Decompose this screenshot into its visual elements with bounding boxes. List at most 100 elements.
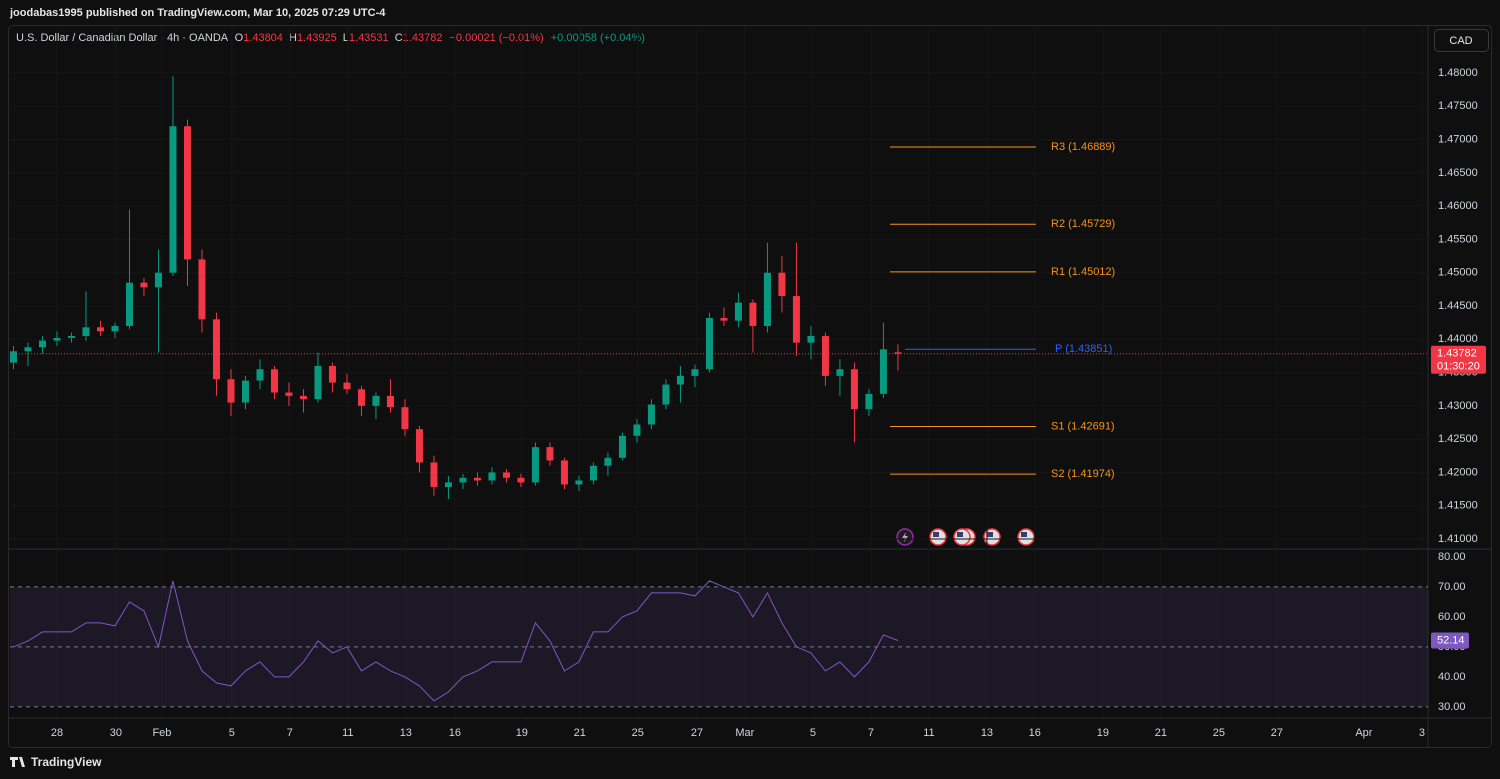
candle-body — [647, 404, 655, 425]
candle-body — [734, 302, 742, 321]
pivot-label: R3 (1.46889) — [1051, 141, 1115, 153]
candle-body — [720, 317, 728, 321]
x-tick-label: Feb — [152, 727, 171, 739]
x-tick-label: 25 — [1213, 727, 1225, 739]
candle-body — [879, 349, 887, 394]
candle-body — [778, 272, 786, 297]
rsi-tag — [1431, 632, 1469, 649]
price-tag — [1431, 345, 1486, 374]
candle-body — [82, 327, 90, 336]
event-glyph — [987, 532, 993, 537]
candle-body — [212, 319, 220, 380]
candle-body — [38, 340, 46, 348]
candle-body — [183, 126, 191, 260]
candle-body — [763, 272, 771, 326]
candle-body — [473, 477, 481, 481]
candle-body — [111, 325, 119, 332]
ohlc-key: H — [289, 32, 297, 44]
x-tick-label: 13 — [400, 727, 412, 739]
currency-button[interactable] — [1434, 29, 1489, 52]
candle-body — [444, 482, 452, 488]
candle-body — [314, 365, 322, 400]
y-tick-label: 1.41000 — [1438, 533, 1478, 545]
y-tick-label: 1.47000 — [1438, 133, 1478, 145]
candle-body — [386, 395, 394, 408]
pivot-label: R1 (1.45012) — [1051, 266, 1115, 278]
publisher: joodabas1995 published on TradingView.co… — [9, 7, 386, 19]
rsi-tag-label: 52.14 — [1437, 634, 1465, 646]
candle-body — [96, 327, 104, 332]
x-tick-label: 3 — [1419, 727, 1425, 739]
rsi-band — [10, 586, 1428, 707]
price-tag-label: 1.43782 — [1437, 348, 1477, 360]
candle-body — [285, 392, 293, 396]
y-tick-label: 1.44500 — [1438, 300, 1478, 312]
candle-body — [517, 477, 525, 483]
x-tick-label: 19 — [516, 727, 528, 739]
candle-body — [807, 335, 815, 343]
candle-body — [488, 472, 496, 481]
candle-body — [227, 379, 235, 403]
y-tick-label: 1.44000 — [1438, 333, 1478, 345]
y-tick-label: 1.47500 — [1438, 100, 1478, 112]
ohlc-value: 1.43782 — [403, 32, 443, 44]
candle-body — [140, 282, 148, 288]
change: −0.00021 (−0.01%) — [450, 32, 544, 44]
candle-body — [67, 335, 75, 338]
candle-body — [865, 393, 873, 410]
y-tick-label: 70.00 — [1438, 581, 1466, 593]
rsi-line — [13, 580, 899, 702]
y-tick-label: 30.00 — [1438, 701, 1466, 713]
candle-body — [575, 480, 583, 485]
candle-body — [169, 126, 177, 273]
event-glyph — [1021, 532, 1027, 537]
ohlc-value: 1.43925 — [297, 32, 337, 44]
ohlc-key: C — [395, 32, 403, 44]
candle-body — [9, 351, 17, 363]
x-tick-label: 7 — [287, 727, 293, 739]
candle-body — [53, 337, 61, 341]
y-tick-label: 1.41500 — [1438, 500, 1478, 512]
x-tick-label: 21 — [1155, 727, 1167, 739]
x-tick-label: 7 — [868, 727, 874, 739]
candle-body — [154, 272, 162, 288]
x-tick-label: 5 — [810, 727, 816, 739]
y-tick-label: 40.00 — [1438, 671, 1466, 683]
candle-body — [198, 259, 206, 320]
x-tick-label: 19 — [1097, 727, 1109, 739]
candle-body — [357, 389, 365, 406]
x-tick-label: Mar — [735, 727, 754, 739]
candle-body — [705, 317, 713, 370]
ohlc-value: 1.43804 — [243, 32, 283, 44]
candle-body — [691, 369, 699, 376]
candle-body — [328, 365, 336, 383]
event-glyph — [957, 532, 963, 537]
x-tick-label: 5 — [229, 727, 235, 739]
candle-body — [749, 302, 757, 326]
candle-body — [850, 369, 858, 410]
candle-body — [241, 380, 249, 403]
x-tick-label: 27 — [691, 727, 703, 739]
y-tick-label: 1.45000 — [1438, 267, 1478, 279]
x-tick-label: 28 — [51, 727, 63, 739]
event-glyph — [902, 532, 908, 542]
candle-body — [792, 296, 800, 343]
y-tick-label: 1.45500 — [1438, 233, 1478, 245]
pivot-label: P (1.43851) — [1055, 343, 1112, 355]
currency-label[interactable]: CAD — [1449, 35, 1472, 47]
event-icons — [896, 528, 1035, 546]
ohlc-value: 1.43531 — [349, 32, 389, 44]
candle-body — [676, 375, 684, 385]
y-tick-label: 60.00 — [1438, 611, 1466, 623]
pivot-label: S1 (1.42691) — [1051, 420, 1115, 432]
candle-body — [821, 335, 829, 376]
x-tick-label: 16 — [1029, 727, 1041, 739]
x-tick-label: 16 — [449, 727, 461, 739]
x-tick-label: Apr — [1355, 727, 1372, 739]
candle-body — [125, 282, 133, 326]
candle-body — [633, 424, 641, 436]
legend: U.S. Dollar / Canadian Dollar · 4h · OAN… — [16, 32, 645, 44]
y-tick-label: 1.42500 — [1438, 433, 1478, 445]
candle-body — [372, 395, 380, 406]
